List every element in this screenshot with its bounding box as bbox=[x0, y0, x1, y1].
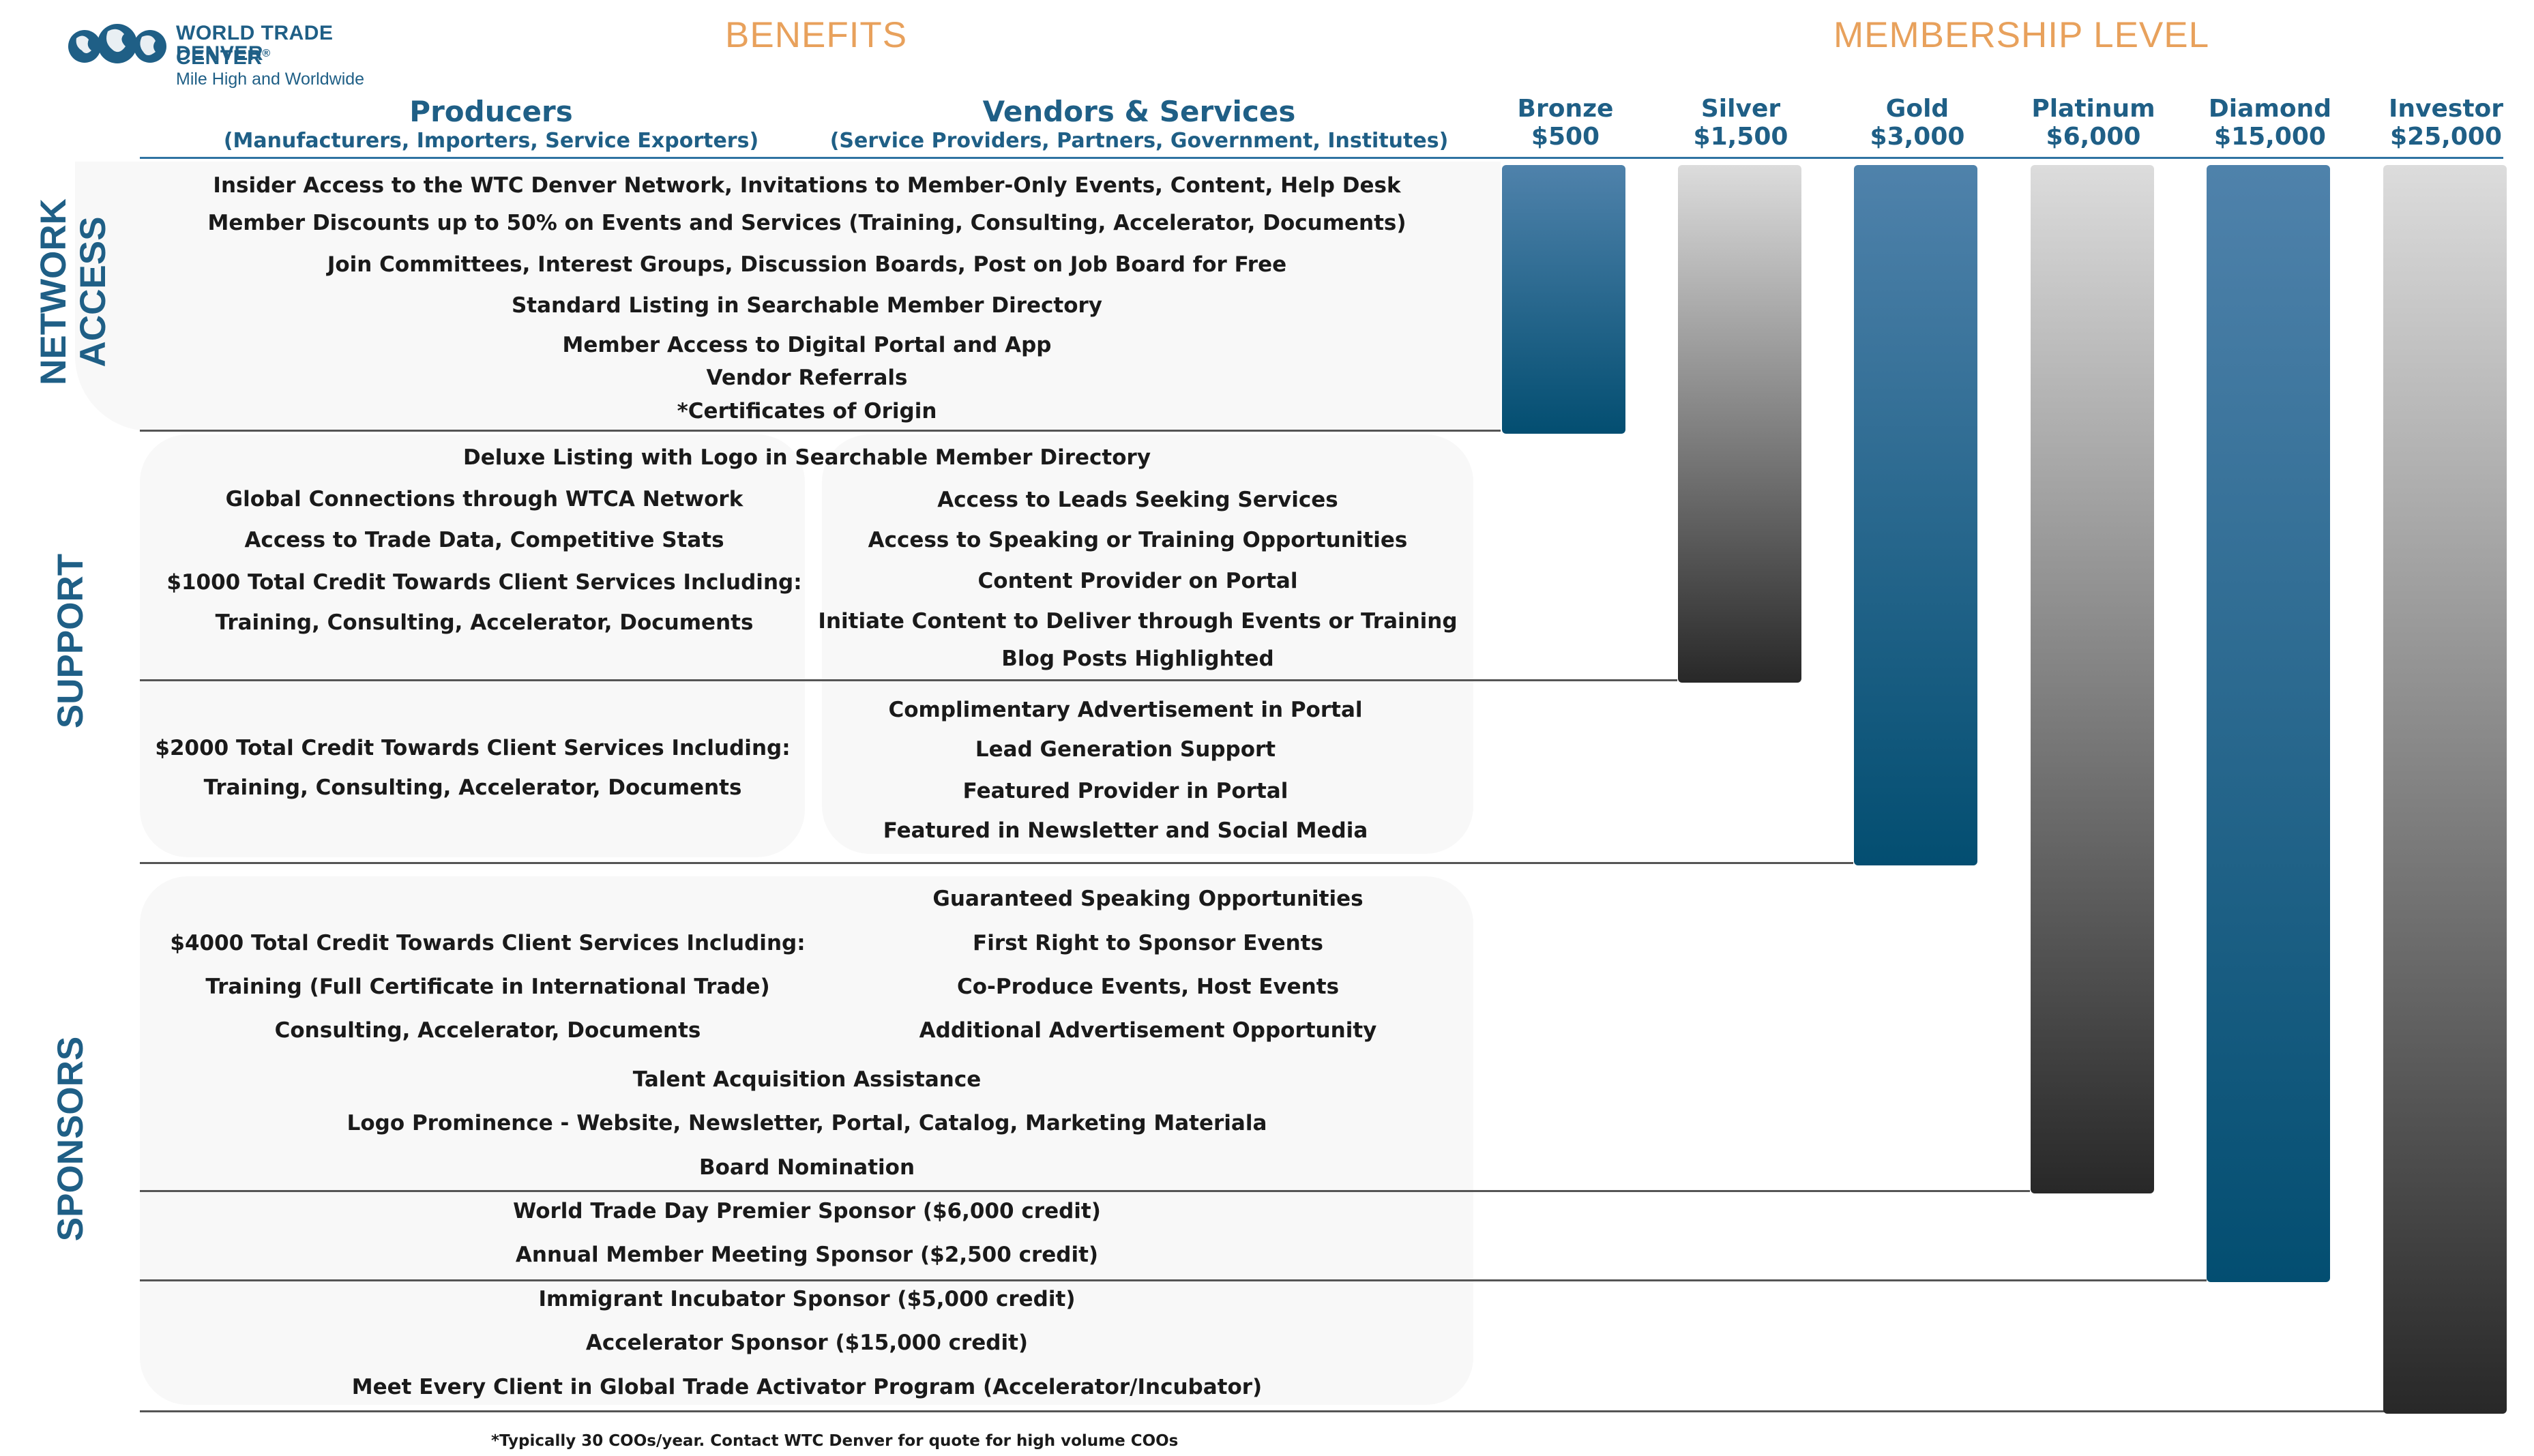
benefit-line: Global Connections through WTCA Network bbox=[225, 487, 743, 511]
tier-header-platinum: Platinum $6,000 bbox=[2015, 95, 2172, 151]
network-access-panel bbox=[75, 162, 1501, 431]
tier-header-silver: Silver $1,500 bbox=[1662, 95, 1819, 151]
tier-price: $6,000 bbox=[2046, 123, 2141, 151]
benefit-line: Board Nomination bbox=[698, 1155, 915, 1180]
benefit-line: Training, Consulting, Accelerator, Docum… bbox=[203, 775, 742, 800]
gold-tier-divider bbox=[140, 862, 1853, 864]
tier-header-bronze: Bronze $500 bbox=[1487, 95, 1644, 151]
benefit-line: Access to Trade Data, Competitive Stats bbox=[244, 528, 724, 552]
section-label-network-access: NETWORK ACCESS bbox=[33, 198, 113, 385]
benefit-line: Talent Acquisition Assistance bbox=[632, 1067, 982, 1092]
producers-subtitle: (Manufacturers, Importers, Service Expor… bbox=[223, 129, 759, 153]
benefit-line: Standard Listing in Searchable Member Di… bbox=[511, 293, 1103, 318]
benefits-heading: BENEFITS bbox=[725, 15, 908, 55]
benefit-line: Vendor Referrals bbox=[706, 366, 908, 390]
tier-bar-silver bbox=[1678, 165, 1801, 683]
vendors-column-header: Vendors & Services (Service Providers, P… bbox=[798, 95, 1480, 153]
org-name-line2: DENVER bbox=[176, 42, 264, 65]
tier-bar-investor bbox=[2383, 165, 2507, 1414]
vendors-title: Vendors & Services bbox=[982, 95, 1296, 128]
benefit-line: Training (Full Certificate in Internatio… bbox=[205, 975, 770, 999]
header-divider bbox=[140, 157, 2503, 159]
silver-tier-divider bbox=[140, 679, 1677, 681]
benefit-line: Guaranteed Speaking Opportunities bbox=[932, 887, 1364, 911]
org-tagline: Mile High and Worldwide bbox=[176, 70, 365, 89]
tier-price: $500 bbox=[1531, 123, 1600, 151]
benefit-line: $2000 Total Credit Towards Client Servic… bbox=[155, 736, 791, 760]
tier-bar-diamond bbox=[2207, 165, 2330, 1282]
tier-header-gold: Gold $3,000 bbox=[1839, 95, 1996, 151]
benefit-line: Meet Every Client in Global Trade Activa… bbox=[351, 1375, 1263, 1399]
benefit-line: Logo Prominence - Website, Newsletter, P… bbox=[347, 1111, 1267, 1135]
platinum-tier-divider bbox=[140, 1190, 2030, 1192]
benefit-line: Insider Access to the WTC Denver Network… bbox=[213, 173, 1401, 198]
benefit-line: Deluxe Listing with Logo in Searchable M… bbox=[462, 445, 1151, 470]
benefit-line: Member Access to Digital Portal and App bbox=[562, 333, 1052, 357]
tier-name: Diamond bbox=[2208, 95, 2332, 123]
org-name-line1: WORLD TRADE CENTER bbox=[176, 22, 334, 69]
benefit-line: Member Discounts up to 50% on Events and… bbox=[207, 211, 1406, 235]
benefit-line: Complimentary Advertisement in Portal bbox=[888, 698, 1363, 722]
benefit-line: Annual Member Meeting Sponsor ($2,500 cr… bbox=[515, 1243, 1099, 1267]
benefit-line: Access to Leads Seeking Services bbox=[937, 488, 1338, 512]
producers-support-panel bbox=[140, 434, 805, 857]
section-label-support: SUPPORT bbox=[50, 553, 91, 729]
benefit-line: Co-Produce Events, Host Events bbox=[956, 975, 1340, 999]
section-label-sponsors: SPONSORS bbox=[50, 1036, 91, 1242]
benefit-line: $4000 Total Credit Towards Client Servic… bbox=[170, 931, 806, 955]
investor-tier-divider bbox=[140, 1410, 2500, 1412]
tier-name: Investor bbox=[2388, 95, 2504, 123]
benefit-line: $1000 Total Credit Towards Client Servic… bbox=[166, 570, 802, 595]
tier-name: Bronze bbox=[1517, 95, 1614, 123]
benefit-line: Featured in Newsletter and Social Media bbox=[883, 818, 1368, 843]
tier-bar-gold bbox=[1854, 165, 1977, 865]
tier-name: Silver bbox=[1700, 95, 1781, 123]
benefit-line: Content Provider on Portal bbox=[977, 569, 1298, 593]
benefit-line: Training, Consulting, Accelerator, Docum… bbox=[215, 610, 754, 635]
registered-mark: ® bbox=[262, 48, 271, 59]
bronze-tier-divider bbox=[140, 430, 1501, 432]
producers-title: Producers bbox=[409, 95, 573, 128]
benefit-line: Blog Posts Highlighted bbox=[1001, 647, 1274, 671]
benefit-line: Immigrant Incubator Sponsor ($5,000 cred… bbox=[538, 1287, 1076, 1311]
membership-level-heading: MEMBERSHIP LEVEL bbox=[1833, 15, 2210, 55]
benefit-line: Join Committees, Interest Groups, Discus… bbox=[327, 252, 1287, 277]
tier-bar-bronze bbox=[1502, 165, 1625, 434]
tier-price: $3,000 bbox=[1870, 123, 1965, 151]
benefit-line: Additional Advertisement Opportunity bbox=[919, 1018, 1377, 1043]
sponsors-panel bbox=[140, 876, 1473, 1405]
tier-price: $1,500 bbox=[1693, 123, 1788, 151]
benefit-line: Accelerator Sponsor ($15,000 credit) bbox=[585, 1331, 1029, 1355]
benefit-line: *Certificates of Origin bbox=[677, 399, 937, 424]
tier-header-diamond: Diamond $15,000 bbox=[2192, 95, 2348, 151]
footnote: *Typically 30 COOs/year. Contact WTC Den… bbox=[491, 1432, 1179, 1450]
benefit-line: Initiate Content to Deliver through Even… bbox=[818, 609, 1458, 634]
benefit-line: Consulting, Accelerator, Documents bbox=[274, 1018, 701, 1043]
tier-header-investor: Investor $25,000 bbox=[2368, 95, 2524, 151]
benefit-line: Lead Generation Support bbox=[975, 737, 1276, 762]
tier-name: Gold bbox=[1885, 95, 1949, 123]
tier-price: $25,000 bbox=[2390, 123, 2502, 151]
benefit-line: First Right to Sponsor Events bbox=[973, 931, 1323, 955]
tier-name: Platinum bbox=[2031, 95, 2155, 123]
globes-logo-icon bbox=[68, 24, 166, 63]
wtc-denver-logo[interactable]: WORLD TRADE CENTER® DENVER Mile High and… bbox=[68, 18, 423, 100]
vendors-support-panel bbox=[822, 434, 1473, 854]
benefit-line: Featured Provider in Portal bbox=[962, 779, 1288, 803]
tier-price: $15,000 bbox=[2214, 123, 2326, 151]
benefit-line: Access to Speaking or Training Opportuni… bbox=[868, 528, 1408, 552]
vendors-subtitle: (Service Providers, Partners, Government… bbox=[829, 129, 1449, 153]
producers-column-header: Producers (Manufacturers, Importers, Ser… bbox=[177, 95, 805, 153]
diamond-tier-divider bbox=[140, 1279, 2207, 1281]
tier-bar-platinum bbox=[2031, 165, 2154, 1193]
benefit-line: World Trade Day Premier Sponsor ($6,000 … bbox=[513, 1199, 1101, 1223]
